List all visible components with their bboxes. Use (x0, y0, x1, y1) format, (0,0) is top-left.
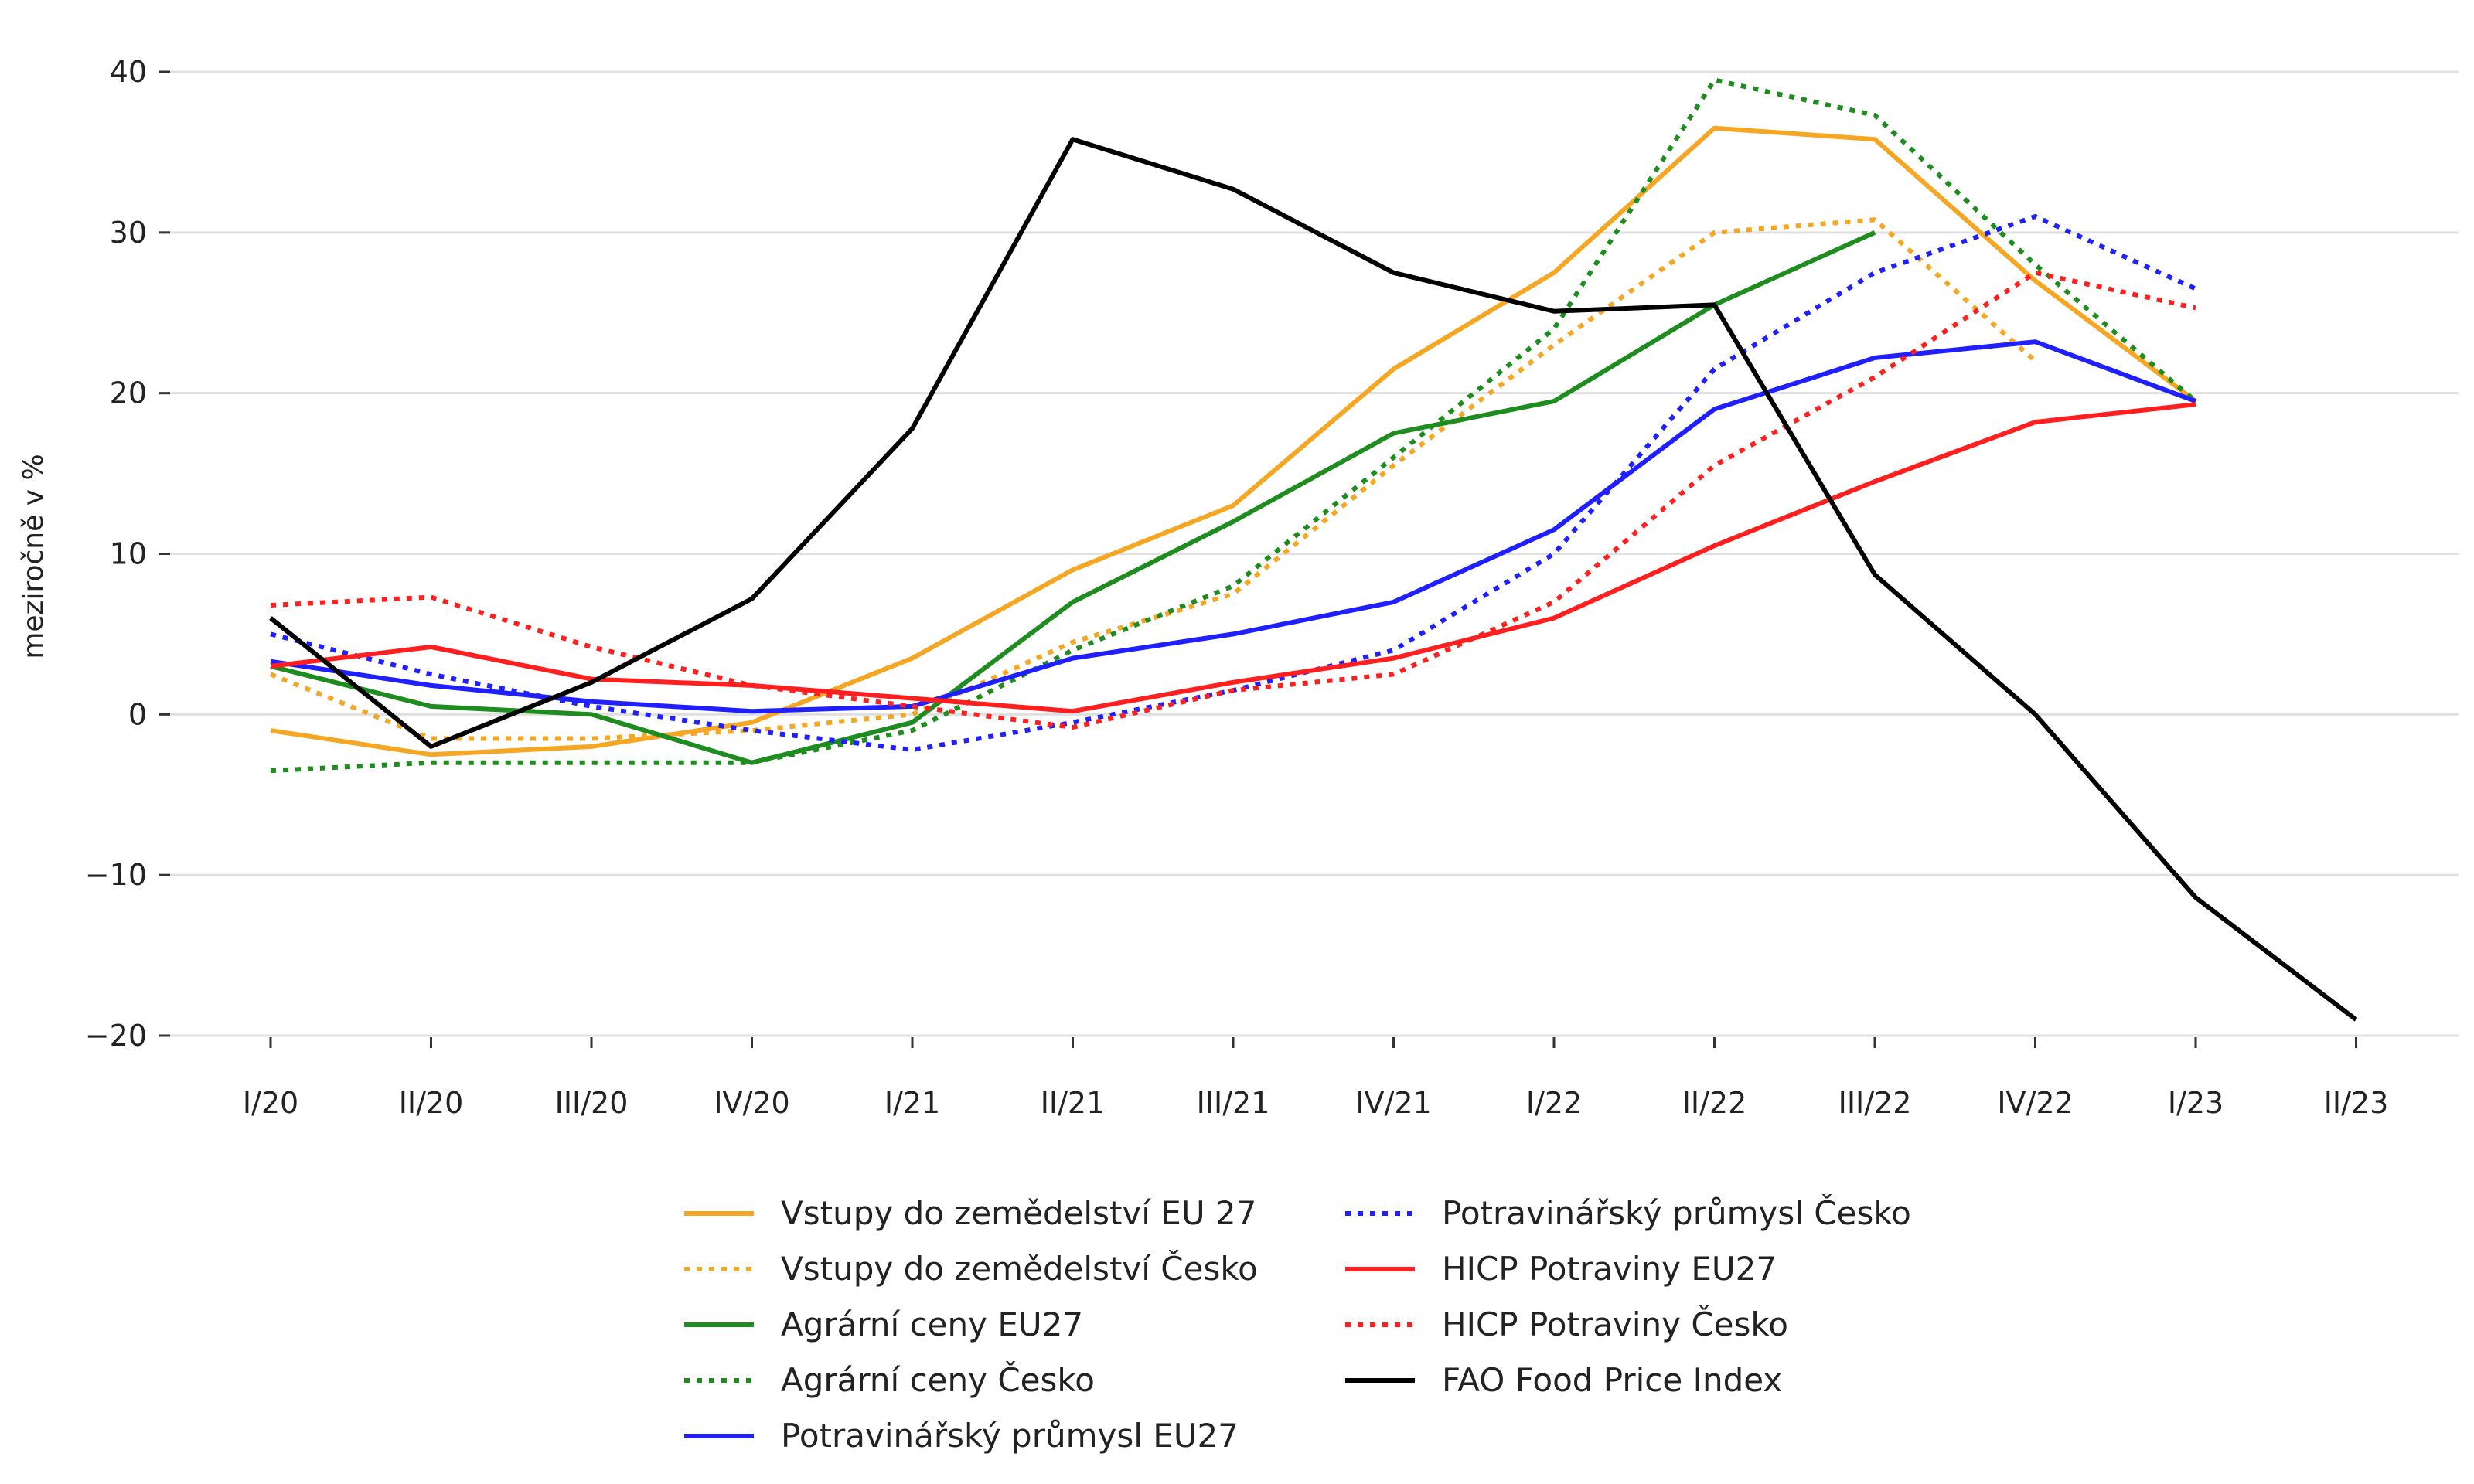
y-tick-label: −10 (85, 858, 147, 892)
series-line (269, 217, 2037, 741)
series-line (270, 402, 2196, 714)
legend: Vstupy do zemědelství EU 27 Vstupy do zem… (684, 1193, 1911, 1455)
y-tick-label: −20 (85, 1019, 147, 1053)
x-tick-label: IV/22 (1997, 1086, 2073, 1120)
legend-label: Potravinářský průmysl Česko (1442, 1193, 1911, 1232)
x-tick-label: II/23 (2324, 1086, 2389, 1120)
legend-label: Agrární ceny Česko (781, 1360, 1095, 1399)
legend-label: HICP Potraviny Česko (1442, 1305, 1788, 1343)
legend-label: Potravinářský průmysl EU27 (781, 1417, 1239, 1455)
x-tick-label: IV/20 (714, 1086, 789, 1120)
grid (170, 70, 2459, 1037)
legend-label: Agrární ceny EU27 (781, 1305, 1083, 1343)
legend-label: Vstupy do zemědelství EU 27 (781, 1194, 1256, 1232)
series-lines (269, 77, 2358, 1022)
x-tick-label: III/22 (1838, 1086, 1912, 1120)
y-tick-label: 20 (110, 376, 147, 410)
x-tick-label: III/20 (555, 1086, 629, 1120)
legend-label: HICP Potraviny EU27 (1442, 1250, 1777, 1288)
series-line (270, 214, 2197, 753)
series-line (270, 270, 2196, 730)
series-line (269, 137, 2358, 1022)
x-tick-label: I/21 (884, 1086, 940, 1120)
y-tick-label: 30 (110, 216, 147, 250)
x-tick-label: IV/21 (1355, 1086, 1431, 1120)
x-tick-label: I/22 (1526, 1086, 1582, 1120)
x-tick-label: III/21 (1197, 1086, 1270, 1120)
series-line (270, 230, 1876, 765)
y-tick-label: 10 (110, 537, 147, 571)
y-tick-label: 0 (128, 697, 147, 731)
y-axis: −20 −10 0 10 20 30 40 (85, 55, 170, 1053)
legend-label: Vstupy do zemědelství Česko (781, 1249, 1258, 1288)
x-tick-label: II/22 (1682, 1086, 1747, 1120)
x-tick-label: II/20 (399, 1086, 464, 1120)
legend-label: FAO Food Price Index (1442, 1361, 1782, 1399)
series-line (270, 339, 2197, 714)
series-line (270, 77, 2197, 774)
x-axis: I/20 II/20 III/20 IV/20 I/21 II/21 III/21 IV/21… (243, 1037, 2388, 1120)
x-tick-label: I/20 (243, 1086, 298, 1120)
series-line (270, 125, 2197, 757)
x-tick-label: I/23 (2168, 1086, 2224, 1120)
x-tick-label: II/21 (1041, 1086, 1106, 1120)
y-axis-label: meziročně v % (18, 454, 49, 659)
y-tick-label: 40 (110, 55, 147, 89)
